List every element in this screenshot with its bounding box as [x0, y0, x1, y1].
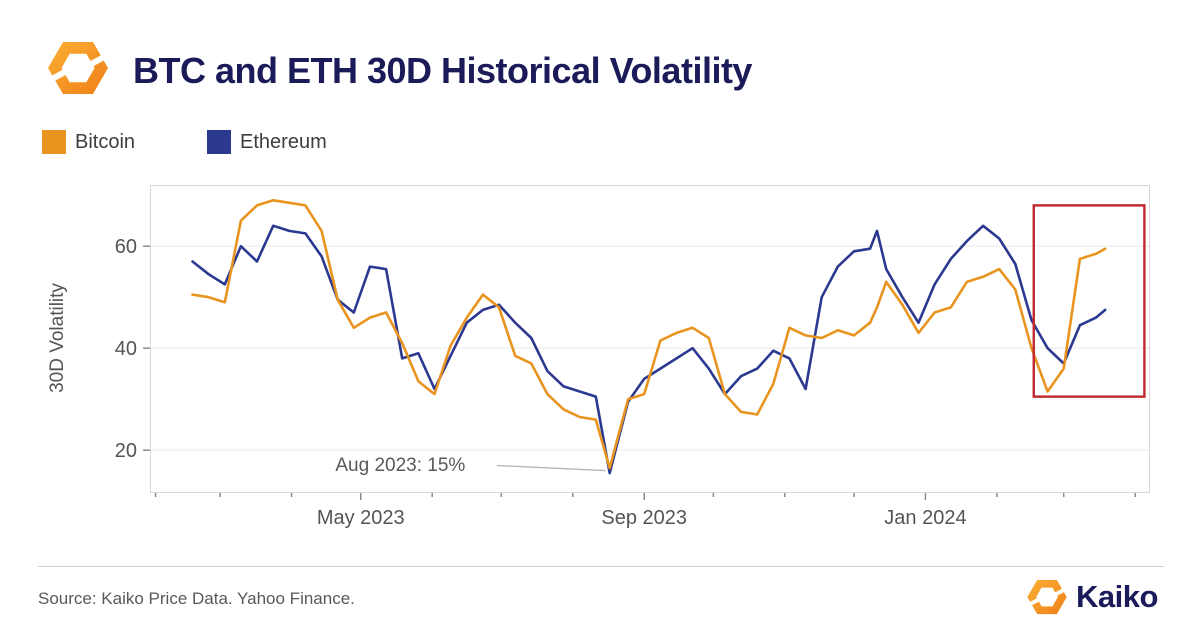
- ethereum-swatch: [207, 130, 232, 154]
- plot-area: 20 40 60 May 2023 Sep 2023 Jan 2024 Aug 2023: …: [115, 185, 1150, 529]
- annotation-leader-line: [496, 464, 606, 472]
- x-tick-label: Sep 2023: [601, 507, 687, 529]
- y-tick-label: 60: [115, 236, 137, 258]
- chart-legend: Bitcoin Ethereum: [42, 130, 327, 154]
- bitcoin-line: [191, 199, 1107, 470]
- annotation-label: Aug 2023: 15%: [335, 455, 465, 476]
- legend-label-bitcoin: Bitcoin: [75, 130, 136, 153]
- bitcoin-swatch: [42, 130, 66, 154]
- footer-brand: Kaiko: [1026, 576, 1158, 618]
- y-axis-title: 30D Volatility: [47, 283, 68, 393]
- legend-label-ethereum: Ethereum: [240, 130, 327, 153]
- x-tick-label: May 2023: [317, 507, 405, 529]
- volatility-chart: 20 40 60 May 2023 Sep 2023 Jan 2024 Aug 2023: …: [115, 199, 1149, 529]
- kaiko-wordmark: Kaiko: [1076, 579, 1158, 614]
- y-tick-label: 40: [115, 338, 137, 360]
- legend-item-ethereum: Ethereum: [207, 130, 327, 154]
- kaiko-footer-logo-icon: [1027, 579, 1067, 615]
- footer-divider: [38, 566, 1164, 567]
- y-tick-label: 20: [115, 440, 137, 462]
- ethereum-line: [191, 224, 1107, 475]
- kaiko-logo-icon: [48, 42, 108, 94]
- page-title: BTC and ETH 30D Historical Volatility: [133, 50, 752, 91]
- highlight-box: [1032, 204, 1146, 398]
- x-tick-label: Jan 2024: [884, 507, 966, 529]
- source-note: Source: Kaiko Price Data. Yahoo Finance.: [38, 589, 355, 608]
- legend-item-bitcoin: Bitcoin: [42, 130, 135, 154]
